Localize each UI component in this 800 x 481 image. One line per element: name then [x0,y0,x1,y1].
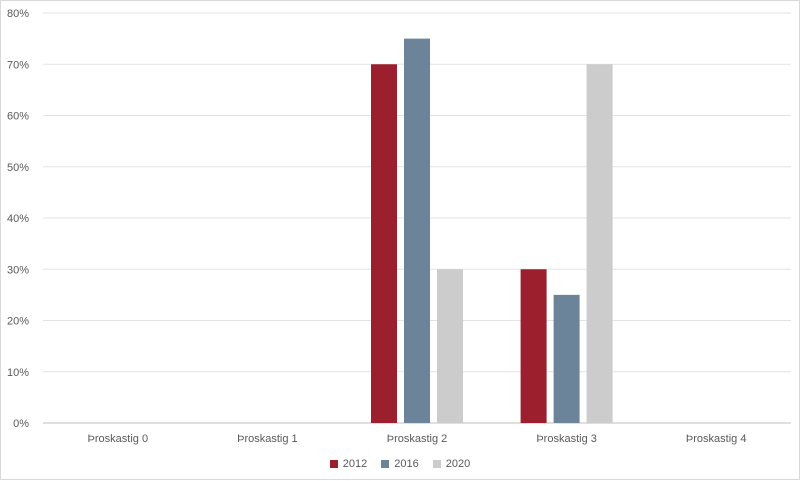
y-tick-label: 80% [7,8,29,20]
x-tick-label: Þroskastig 4 [686,433,747,445]
legend-label: 2016 [394,458,419,470]
y-tick-label: 20% [7,316,29,328]
legend-swatch [381,460,390,468]
legend-label: 2020 [445,458,471,470]
legend-swatch [432,460,441,468]
x-axis-ticks: Þroskastig 0 Þroskastig 1 Þroskastig 2 Þros… [88,433,747,445]
legend-label: 2012 [342,458,368,470]
bar-2016-3 [553,294,580,423]
legend-item-2012: 2012 [329,458,368,470]
y-tick-label: 0% [13,418,29,430]
x-tick-label: Þroskastig 0 [88,433,149,445]
x-tick-label: Þroskastig 2 [387,433,448,445]
y-tick-label: 60% [7,111,29,123]
legend-item-2016: 2016 [381,458,419,470]
y-axis-ticks: 0% 10% 20% 30% 40% 50% 60% 70% 80% [7,8,29,430]
y-tick-label: 10% [7,367,29,379]
bar-2012-3 [520,269,547,423]
bars [371,38,613,423]
y-tick-label: 30% [7,264,29,276]
legend-swatch [329,460,338,468]
bar-2020-2 [437,269,463,423]
x-tick-label: Þroskastig 1 [237,433,298,445]
legend: 2012 2016 2020 [1,458,799,470]
legend-item-2020: 2020 [432,458,471,470]
bar-2016-2 [404,38,430,423]
x-tick-label: Þroskastig 3 [536,433,597,445]
bar-2012-2 [371,64,397,423]
y-tick-label: 50% [7,162,29,174]
y-tick-label: 40% [7,213,29,225]
bar-2020-3 [586,64,613,423]
y-tick-label: 70% [7,59,29,71]
